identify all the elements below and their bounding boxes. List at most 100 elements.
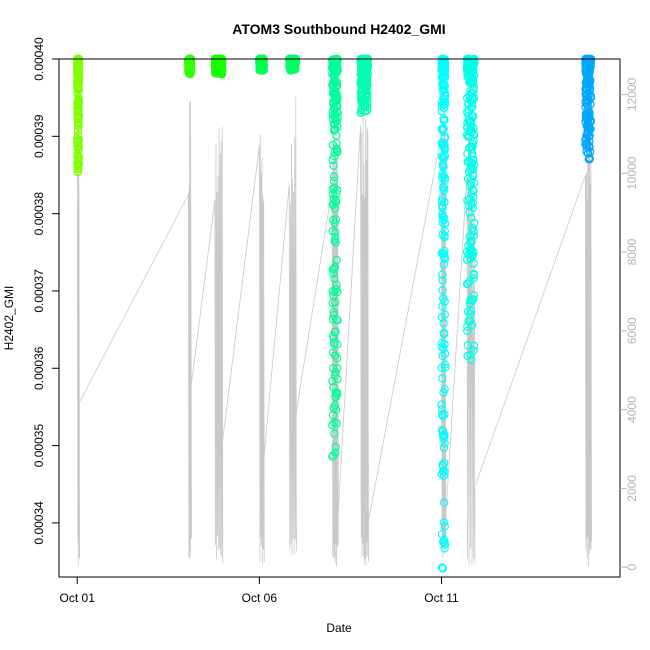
data-point <box>74 135 84 144</box>
data-point <box>468 170 477 180</box>
data-point <box>333 56 342 65</box>
data-point <box>463 322 472 331</box>
series-1 <box>72 54 84 177</box>
data-point <box>466 181 475 191</box>
data-point <box>328 184 337 194</box>
data-point <box>439 319 448 328</box>
data-point <box>74 159 84 168</box>
secondary-trace <box>76 96 592 567</box>
data-point <box>581 77 591 87</box>
data-point <box>438 276 447 285</box>
data-point <box>440 535 449 545</box>
data-point <box>470 57 479 66</box>
data-point <box>585 116 595 126</box>
data-point <box>437 400 446 409</box>
y2-tick-label: 10000 <box>625 156 639 190</box>
data-point <box>463 326 472 336</box>
data-point <box>259 66 268 75</box>
data-point <box>437 530 447 539</box>
data-point <box>469 295 478 304</box>
data-point <box>329 161 338 170</box>
data-point <box>440 498 449 507</box>
data-point <box>440 340 449 349</box>
data-point <box>328 452 337 461</box>
series-10 <box>581 54 596 164</box>
data-point <box>437 405 447 414</box>
data-point <box>440 540 450 549</box>
data-point <box>438 203 447 213</box>
data-point <box>329 194 338 204</box>
data-point <box>74 117 83 127</box>
data-point <box>467 116 476 126</box>
data-point <box>330 236 339 245</box>
secondary-y-axis: 0 2000 4000 6000 8000 10000 12000 <box>620 77 639 570</box>
data-point <box>328 420 337 430</box>
data-point <box>362 106 372 115</box>
data-point <box>329 176 339 185</box>
x-tick-label: Oct 01 <box>60 591 96 605</box>
data-point <box>73 88 82 98</box>
data-point <box>439 114 448 123</box>
y-axis: 0.00034 0.00035 0.00036 0.00037 0.00038 0.000… <box>32 37 59 545</box>
data-point <box>331 442 340 452</box>
y-tick-label: 0.00035 <box>32 424 46 468</box>
data-point <box>583 95 593 104</box>
series-5 <box>285 54 300 75</box>
data-point <box>329 99 338 108</box>
data-point <box>439 182 448 191</box>
y-tick-label: 0.00037 <box>32 269 46 313</box>
data-point <box>74 93 83 102</box>
data-point <box>581 97 590 106</box>
data-point <box>464 112 473 121</box>
data-point <box>358 85 367 94</box>
data-point <box>437 101 446 111</box>
data-point <box>331 238 340 247</box>
data-point <box>73 99 82 109</box>
y-tick-label: 0.00038 <box>32 192 46 236</box>
data-point <box>73 74 83 83</box>
data-point <box>186 59 196 68</box>
data-point <box>328 451 338 460</box>
data-point <box>469 274 478 283</box>
y-tick-label: 0.00040 <box>32 37 46 81</box>
data-point <box>468 223 477 232</box>
data-point <box>463 341 472 350</box>
y-tick-label: 0.00034 <box>32 501 46 545</box>
data-point <box>463 107 472 117</box>
data-point <box>467 320 477 330</box>
data-point <box>331 388 340 397</box>
data-point <box>469 270 478 279</box>
data-point <box>361 100 370 109</box>
data-point <box>438 270 447 279</box>
data-point <box>330 90 339 100</box>
data-point <box>330 76 339 85</box>
y2-tick-label: 4000 <box>625 396 639 423</box>
data-point <box>438 467 448 476</box>
data-point <box>437 248 446 258</box>
data-point <box>437 563 447 572</box>
data-point <box>331 114 340 124</box>
data-point <box>332 60 342 70</box>
data-point <box>439 294 448 303</box>
data-point <box>437 363 446 372</box>
series-4 <box>255 54 268 75</box>
x-axis-label: Date <box>326 621 352 635</box>
data-point <box>440 219 449 228</box>
data-point <box>331 298 340 307</box>
data-point <box>291 61 300 71</box>
data-point <box>74 98 84 107</box>
data-point <box>332 255 341 265</box>
data-point <box>439 260 449 269</box>
data-point <box>333 122 342 132</box>
data-point <box>357 105 366 115</box>
data-point <box>440 246 449 256</box>
data-point <box>217 63 227 72</box>
data-point <box>329 383 338 392</box>
data-point <box>330 401 340 410</box>
data-point <box>328 155 337 165</box>
data-point <box>440 310 449 319</box>
data-point <box>333 66 342 75</box>
data-point <box>467 99 477 109</box>
data-point <box>584 104 593 113</box>
